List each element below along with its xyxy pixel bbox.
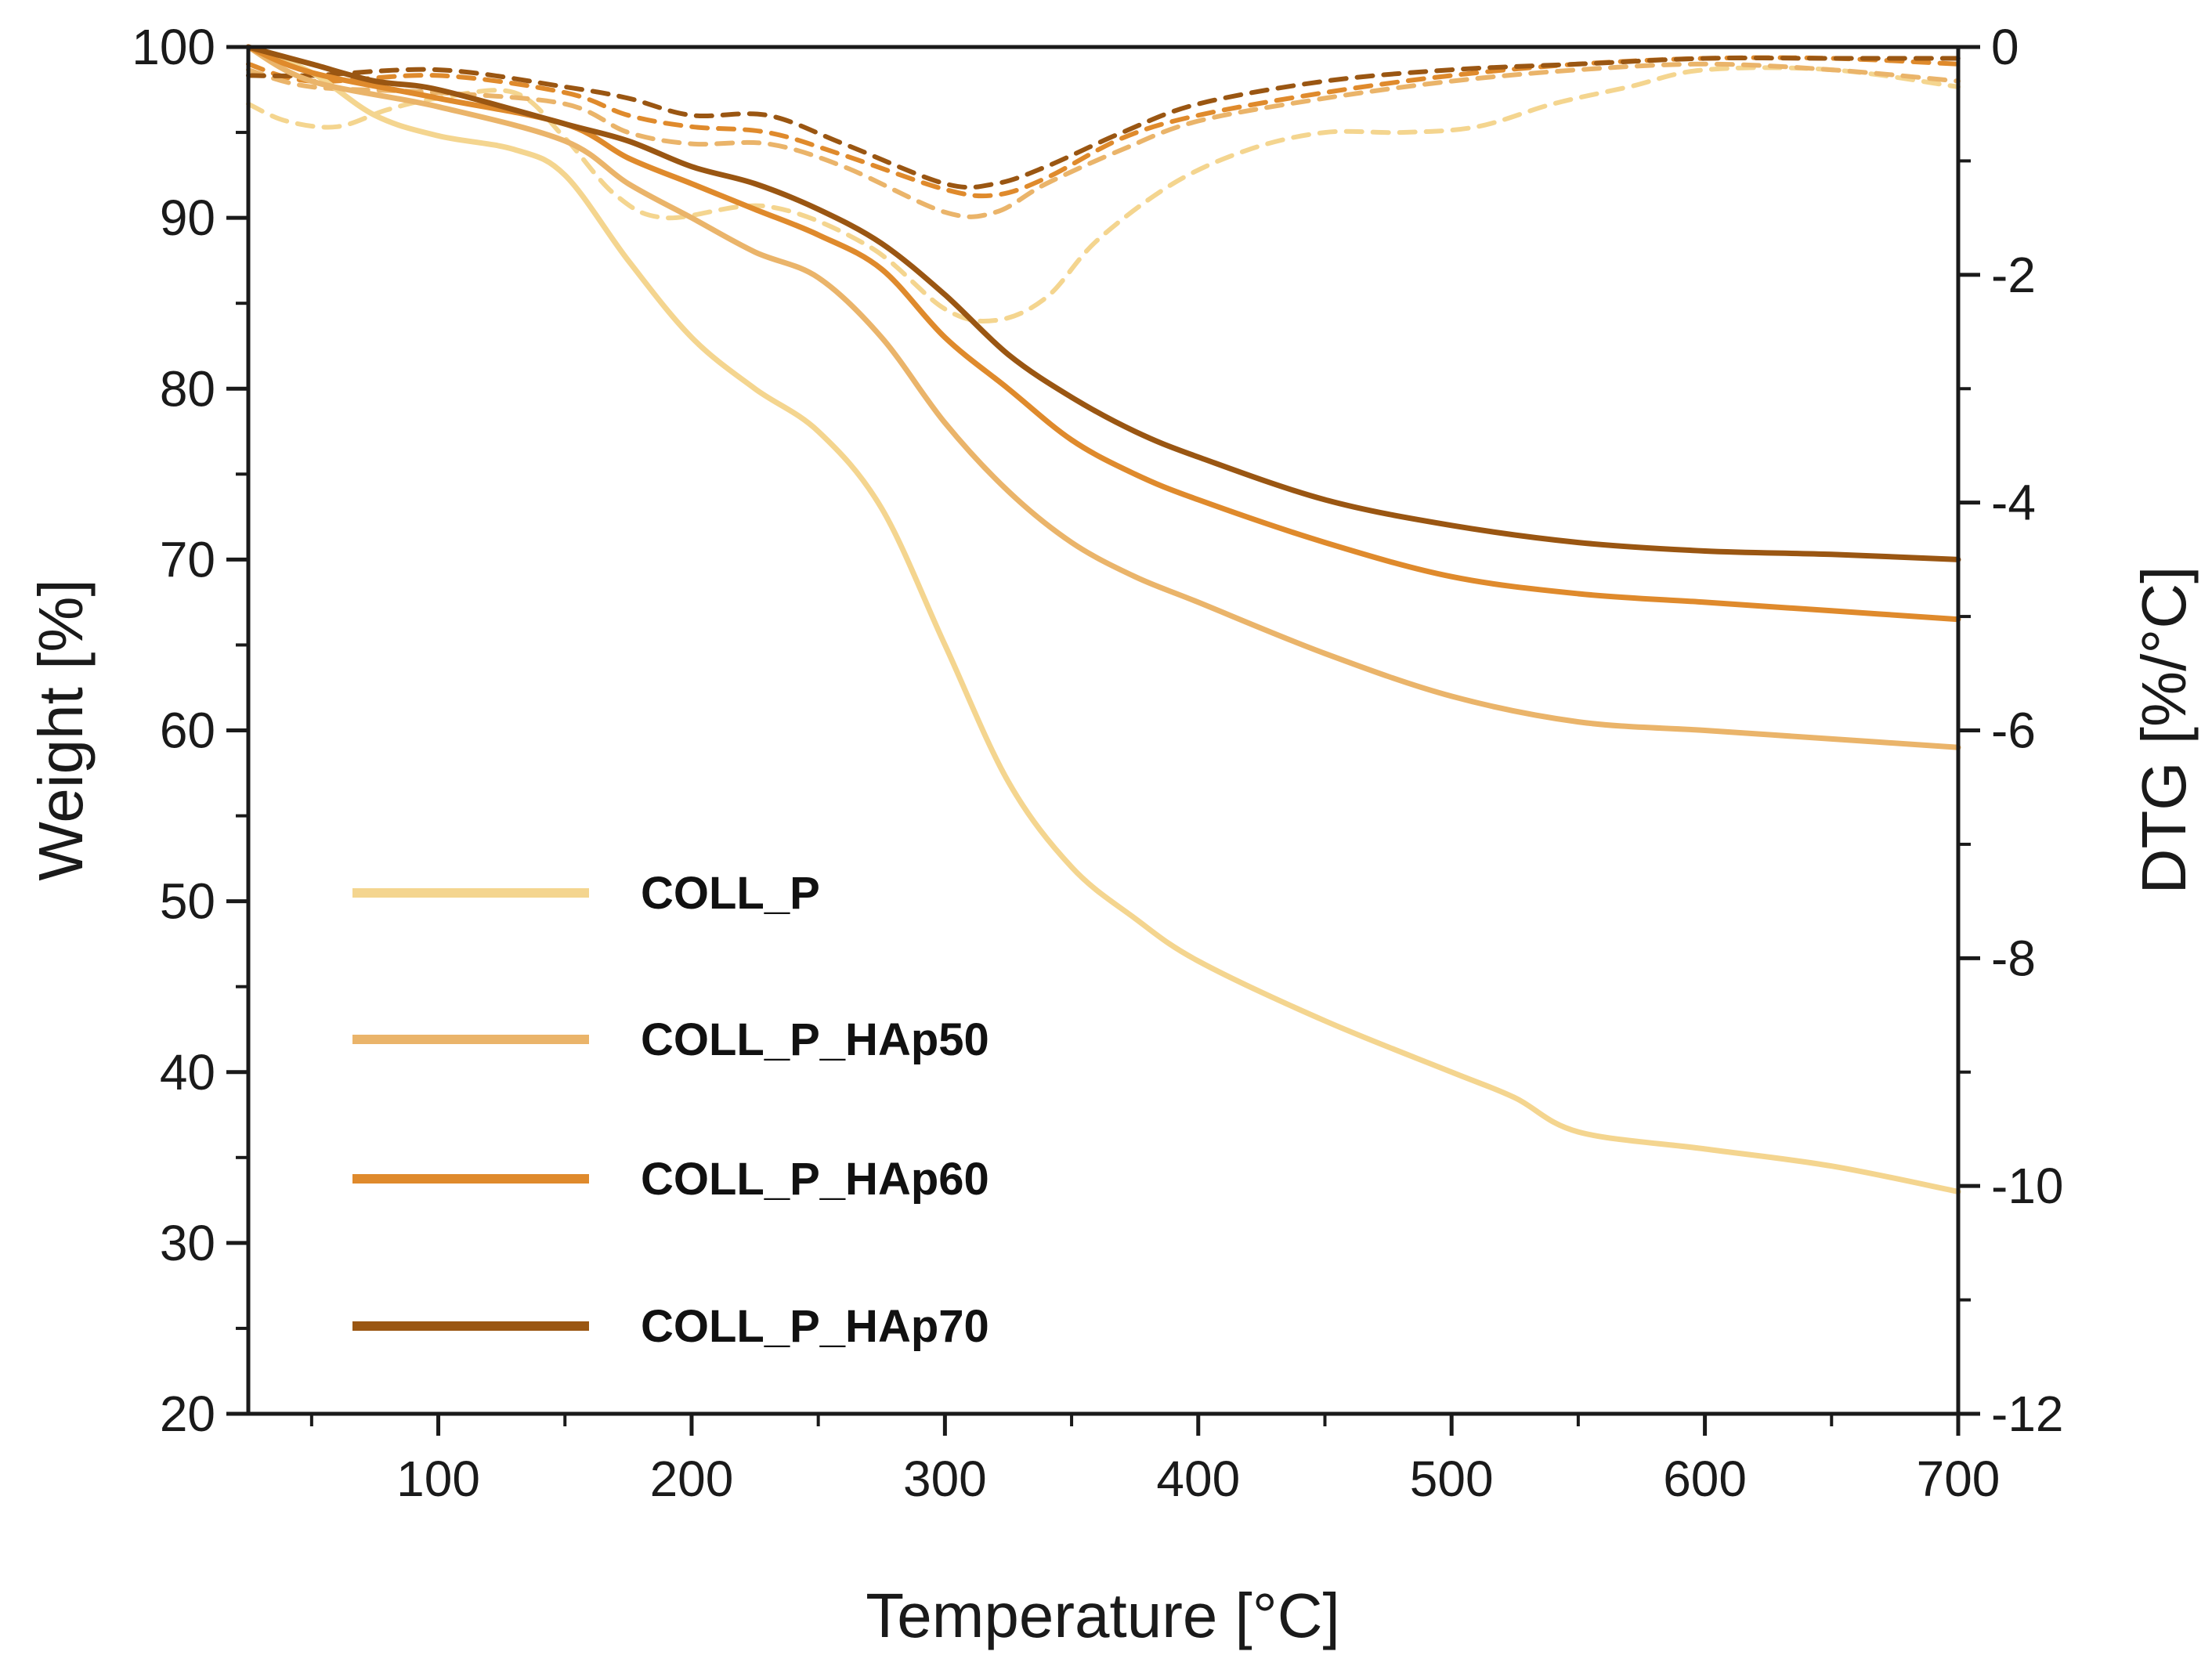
y2-tick-label: -6: [1991, 703, 2036, 759]
y-tick-label: 100: [132, 19, 215, 75]
dtg-line-2: [246, 61, 1961, 219]
weight-line-2: [245, 44, 1961, 750]
x-tick-label: 100: [396, 1451, 480, 1507]
x-tick-label: 500: [1410, 1451, 1494, 1507]
y-tick-label: 60: [160, 703, 215, 759]
y-axis-title: Weight [%]: [26, 579, 96, 880]
y2-tick-label: -2: [1991, 247, 2036, 303]
y-tick-label: 50: [160, 873, 215, 930]
y-tick-label: 90: [160, 190, 215, 246]
weight-line-3: [245, 44, 1961, 623]
legend-label-1: COLL_P: [641, 868, 820, 919]
y2-tick-label: -8: [1991, 930, 2036, 986]
y2-axis-title: DTG [%/°C]: [2129, 566, 2199, 894]
y-tick-label: 70: [160, 531, 215, 587]
x-tick-label: 600: [1663, 1451, 1747, 1507]
series-lines: [245, 44, 1961, 1194]
legend-label-3: COLL_P_HAp60: [641, 1154, 989, 1205]
weight-line-4: [245, 44, 1961, 562]
legend-label-2: COLL_P_HAp50: [641, 1014, 989, 1065]
x-tick-label: 200: [650, 1451, 734, 1507]
dtg-line-4: [246, 55, 1961, 190]
y2-tick-label: -12: [1991, 1386, 2064, 1442]
weight-line-1: [245, 44, 1961, 1194]
dtg-line-1: [246, 65, 1961, 323]
y2-tick-label: -4: [1991, 475, 2036, 531]
legend-label-4: COLL_P_HAp70: [641, 1301, 989, 1352]
x-tick-label: 400: [1156, 1451, 1240, 1507]
y-tick-label: 30: [160, 1215, 215, 1271]
y-tick-label: 20: [160, 1386, 215, 1442]
x-tick-label: 300: [903, 1451, 987, 1507]
y2-tick-label: -10: [1991, 1158, 2064, 1214]
y-tick-label: 80: [160, 360, 215, 417]
x-axis-title: Temperature [°C]: [866, 1581, 1340, 1650]
legend: COLL_P COLL_P_HAp50 COLL_P_HAp60 COLL_P_HAp…: [352, 868, 989, 1352]
y2-tick-label: 0: [1991, 19, 2019, 75]
x-tick-label: 700: [1917, 1451, 2001, 1507]
axis-ticks: 100 200 300 400 500 600 700 20 30 40 50 60 70 80 90 100…: [132, 19, 2063, 1507]
y-tick-label: 40: [160, 1044, 215, 1100]
